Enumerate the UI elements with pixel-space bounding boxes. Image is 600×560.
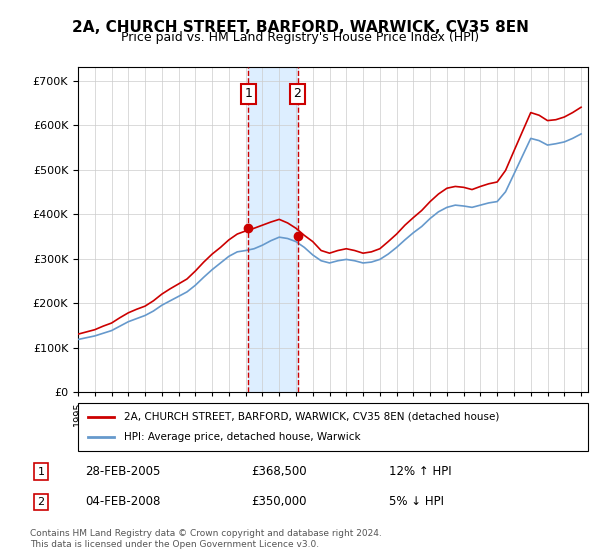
FancyBboxPatch shape [78, 403, 588, 451]
Text: HPI: Average price, detached house, Warwick: HPI: Average price, detached house, Warw… [124, 432, 361, 442]
Text: 2A, CHURCH STREET, BARFORD, WARWICK, CV35 8EN (detached house): 2A, CHURCH STREET, BARFORD, WARWICK, CV3… [124, 412, 499, 422]
Text: Contains HM Land Registry data © Crown copyright and database right 2024.
This d: Contains HM Land Registry data © Crown c… [30, 529, 382, 549]
Text: 1: 1 [38, 466, 44, 477]
Text: 2A, CHURCH STREET, BARFORD, WARWICK, CV35 8EN: 2A, CHURCH STREET, BARFORD, WARWICK, CV3… [71, 20, 529, 35]
Text: 2: 2 [293, 87, 301, 100]
Text: 2: 2 [37, 497, 44, 507]
Text: 12% ↑ HPI: 12% ↑ HPI [389, 465, 451, 478]
Text: £350,000: £350,000 [251, 496, 307, 508]
Text: 5% ↓ HPI: 5% ↓ HPI [389, 496, 444, 508]
Text: Price paid vs. HM Land Registry's House Price Index (HPI): Price paid vs. HM Land Registry's House … [121, 31, 479, 44]
Text: £368,500: £368,500 [251, 465, 307, 478]
Text: 04-FEB-2008: 04-FEB-2008 [85, 496, 161, 508]
Text: 1: 1 [244, 87, 253, 100]
Bar [248, 67, 298, 392]
Text: 28-FEB-2005: 28-FEB-2005 [85, 465, 161, 478]
